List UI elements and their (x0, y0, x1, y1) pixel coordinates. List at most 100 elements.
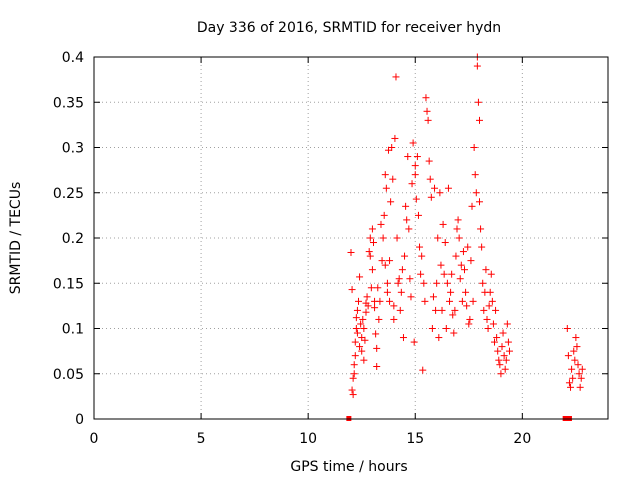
plot-frame (93, 56, 609, 420)
data-point (382, 184, 390, 192)
x-tick-label: 5 (197, 431, 206, 447)
data-point (576, 383, 584, 391)
data-point (446, 297, 454, 305)
data-point (379, 234, 387, 242)
data-point (568, 365, 576, 373)
data-point (455, 234, 463, 242)
data-point (504, 338, 512, 346)
data-point (375, 315, 383, 323)
data-point (488, 297, 496, 305)
data-point (368, 225, 376, 233)
data-point (465, 320, 473, 328)
data-point (569, 374, 577, 382)
data-point (468, 202, 476, 210)
data-point (377, 220, 385, 228)
data-point (495, 356, 503, 364)
data-point (372, 330, 380, 338)
data-point (573, 343, 581, 351)
data-point (448, 270, 456, 278)
data-point (434, 234, 442, 242)
data-point (402, 202, 410, 210)
data-point (362, 308, 370, 316)
x-tick-label: 15 (406, 431, 424, 447)
data-point (386, 257, 394, 265)
data-point (457, 261, 465, 269)
data-point (348, 286, 356, 294)
data-point (451, 306, 459, 314)
data-point (371, 304, 379, 312)
data-point (452, 252, 460, 260)
data-point (429, 293, 437, 301)
data-point (358, 347, 366, 355)
data-point (443, 279, 451, 287)
data-point (393, 234, 401, 242)
data-point (354, 297, 362, 305)
data-point (349, 374, 357, 382)
data-point (476, 116, 483, 124)
data-point (464, 243, 472, 251)
data-point (373, 363, 381, 371)
data-point (414, 211, 422, 219)
data-point (380, 211, 388, 219)
data-point (405, 225, 413, 233)
x-tick-label: 0 (90, 431, 99, 447)
data-point (578, 365, 586, 373)
data-point (462, 288, 470, 296)
data-point (476, 198, 483, 206)
data-point (467, 257, 475, 265)
data-point (368, 266, 376, 274)
data-point (416, 243, 424, 251)
data-point (472, 189, 480, 197)
data-point (383, 279, 391, 287)
data-point (413, 153, 421, 161)
y-tick-label: 0 (75, 412, 84, 428)
data-point (444, 184, 452, 192)
data-point (423, 107, 431, 115)
data-point (401, 252, 409, 260)
data-point (450, 329, 458, 337)
data-point (499, 329, 507, 337)
data-point (474, 98, 482, 106)
data-point (396, 306, 404, 314)
data-point (389, 175, 397, 183)
data-point (357, 320, 365, 328)
data-point (381, 171, 389, 179)
data-point (388, 144, 396, 151)
data-point (449, 311, 457, 319)
data-point (431, 184, 439, 192)
data-point (567, 383, 575, 391)
data-points (346, 53, 586, 421)
x-tick-label: 10 (299, 431, 317, 447)
data-point (360, 356, 368, 364)
data-point (367, 284, 375, 292)
data-point (459, 248, 467, 256)
data-point (407, 293, 415, 301)
data-point (447, 288, 455, 296)
data-point (425, 157, 433, 165)
data-point (439, 220, 447, 228)
y-tick-label: 0.35 (53, 95, 84, 111)
data-point (502, 356, 510, 364)
data-point (496, 361, 504, 369)
data-point (351, 352, 359, 360)
data-point (352, 325, 360, 332)
data-point (369, 239, 377, 247)
data-point (359, 315, 367, 323)
y-tick-label: 0.25 (53, 186, 84, 202)
data-point (418, 252, 426, 260)
data-point (420, 279, 428, 287)
data-point (470, 144, 478, 151)
data-point (575, 370, 583, 378)
data-point (478, 243, 486, 251)
data-point (487, 270, 495, 278)
data-point (411, 162, 419, 170)
data-point (349, 391, 357, 399)
data-point (366, 234, 374, 242)
data-point (466, 315, 474, 323)
data-point (428, 325, 436, 332)
data-point (440, 270, 448, 278)
data-point (356, 343, 364, 351)
x-tick-label: 20 (513, 431, 531, 447)
data-point (399, 334, 407, 342)
